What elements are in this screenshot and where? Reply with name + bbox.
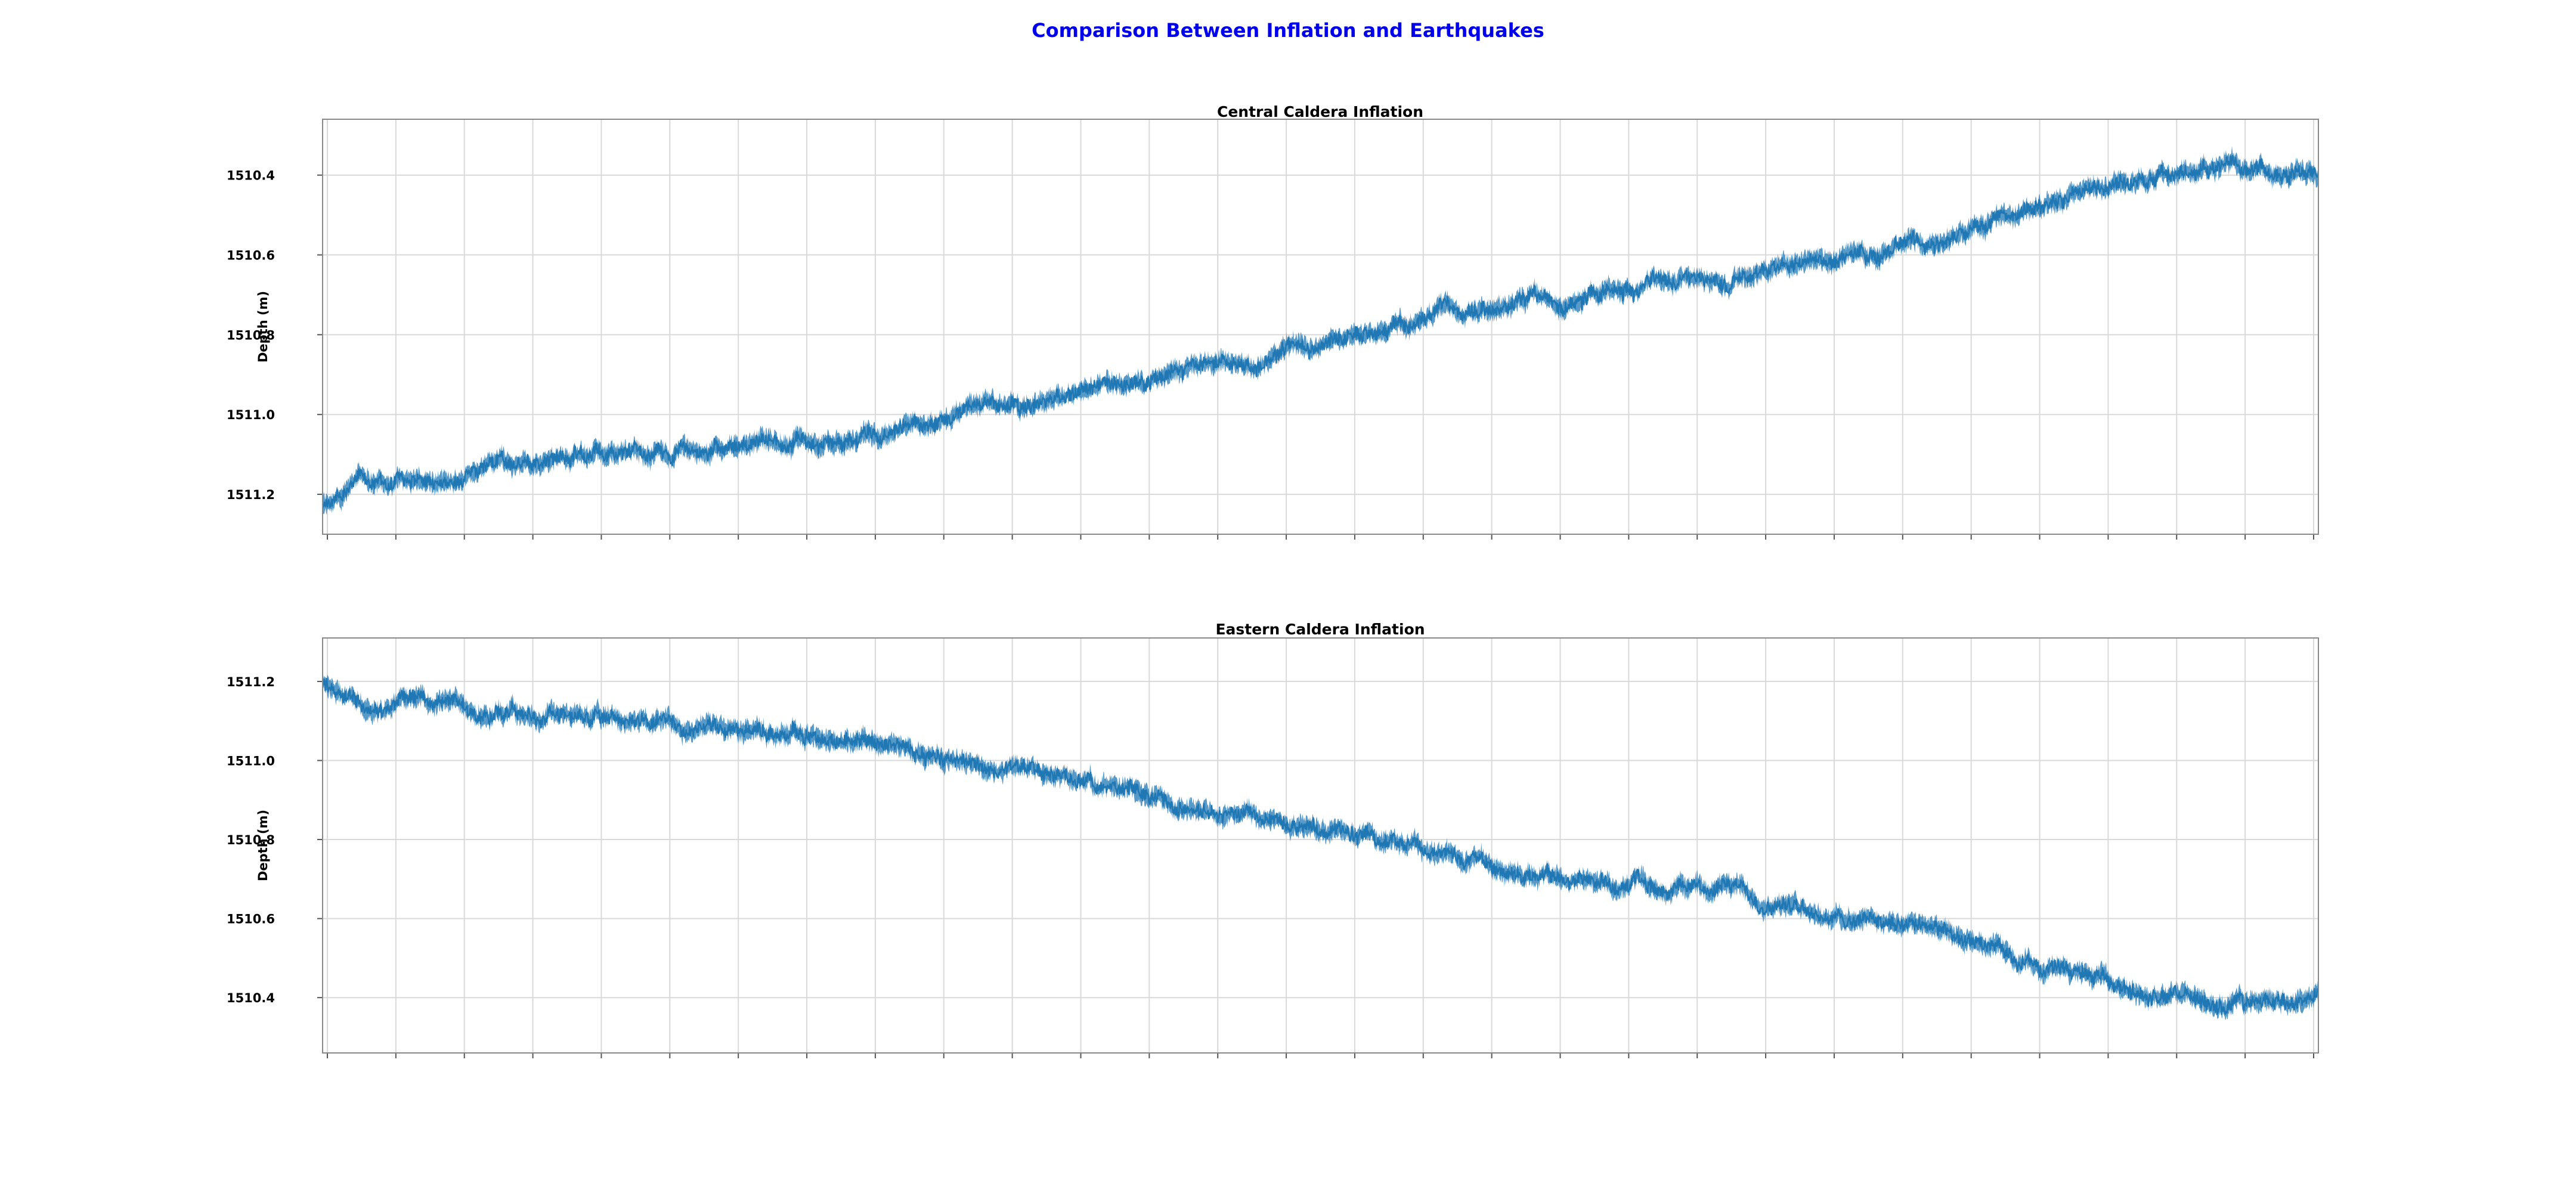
eastern-y-tick-label: 1511.0 bbox=[227, 754, 275, 768]
figure-title: Comparison Between Inflation and Earthqu… bbox=[1032, 19, 1544, 42]
central-y-tick-label: 1511.0 bbox=[227, 408, 275, 422]
central-panel-title: Central Caldera Inflation bbox=[1217, 103, 1423, 120]
eastern-series-line bbox=[321, 677, 2320, 1015]
eastern-plot-frame bbox=[322, 637, 2319, 1054]
eastern-series bbox=[321, 674, 2320, 1020]
central-plot-frame bbox=[322, 119, 2319, 535]
central-grid bbox=[323, 119, 2318, 534]
central-caldera-panel: Central Caldera Inflation Depth (m) 1510… bbox=[227, 103, 2320, 540]
eastern-panel-title: Eastern Caldera Inflation bbox=[1215, 621, 1425, 638]
central-y-tick-label: 1511.2 bbox=[227, 488, 275, 502]
eastern-y-axis-label: Depth (m) bbox=[256, 810, 270, 881]
eastern-axes: 1510.4 1510.6 1510.8 1511.0 1511.2 bbox=[227, 637, 2319, 1058]
central-series-line bbox=[321, 155, 2320, 508]
central-y-tick-label: 1510.4 bbox=[227, 169, 275, 183]
eastern-series-band bbox=[323, 674, 2318, 1020]
eastern-y-tick-label: 1510.4 bbox=[227, 991, 275, 1005]
eastern-y-tick-label: 1511.2 bbox=[227, 675, 275, 689]
central-y-tick-label: 1510.6 bbox=[227, 249, 275, 263]
central-y-tick-label: 1510.8 bbox=[227, 328, 275, 342]
central-series bbox=[321, 145, 2320, 515]
central-y-axis-label: Depth (m) bbox=[256, 291, 270, 363]
central-axes: 1510.4 1510.6 1510.8 1511.0 1511.2 bbox=[227, 119, 2319, 540]
eastern-y-tick-label: 1510.8 bbox=[227, 833, 275, 847]
eastern-grid bbox=[323, 638, 2318, 1053]
eastern-caldera-panel: Eastern Caldera Inflation Depth (m) 1510… bbox=[227, 621, 2320, 1058]
eastern-y-tick-label: 1510.6 bbox=[227, 912, 275, 927]
